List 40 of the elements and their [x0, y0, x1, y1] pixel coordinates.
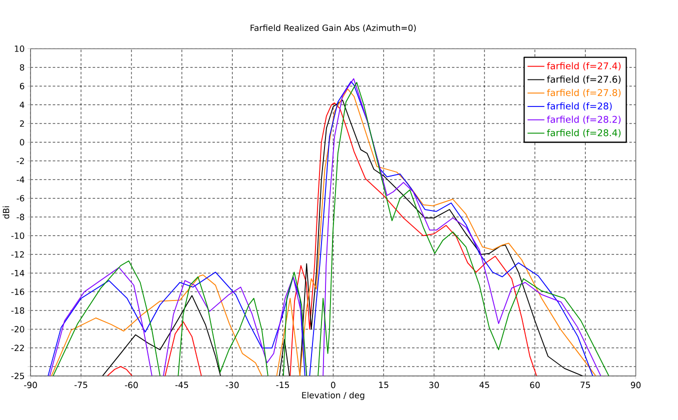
- y-tick-label: 4: [20, 102, 24, 108]
- legend-label: farfield (f=27.4): [547, 62, 621, 71]
- x-tick-label: -30: [226, 382, 239, 388]
- legend-label: farfield (f=28.2): [547, 116, 621, 124]
- y-tick-label: -2: [16, 158, 24, 164]
- y-tick-label: -14: [11, 270, 24, 276]
- x-tick-label: -75: [74, 382, 88, 388]
- y-tick-label: 0: [20, 139, 24, 146]
- y-tick-label: -8: [16, 214, 24, 220]
- x-tick-label: 45: [479, 382, 490, 388]
- y-tick-label: -20: [11, 326, 24, 332]
- x-tick-label: -15: [276, 382, 289, 388]
- y-tick-label: -6: [16, 195, 24, 202]
- x-tick-label: -90: [24, 382, 37, 388]
- x-tick-label: -60: [124, 382, 138, 388]
- chart-title: Farfield Realized Gain Abs (Azimuth=0): [250, 24, 416, 32]
- y-tick-label: 8: [20, 64, 24, 71]
- y-tick-label: -16: [11, 288, 24, 296]
- x-tick-label: -45: [175, 382, 188, 388]
- y-tick-label: 10: [14, 46, 24, 52]
- x-tick-label: 0: [331, 382, 336, 388]
- y-tick-label: -25: [11, 372, 24, 380]
- y-tick-label: -12: [11, 251, 24, 258]
- legend-label: farfield (f=28): [547, 102, 612, 111]
- y-tick-label: -22: [11, 344, 24, 352]
- x-tick-label: 30: [429, 382, 439, 388]
- x-tick-label: 60: [530, 382, 540, 388]
- legend-label: farfield (f=27.8): [547, 89, 621, 98]
- y-tick-label: -10: [11, 232, 24, 239]
- y-tick-label: -4: [16, 176, 24, 183]
- y-axis-title: dBi: [2, 206, 10, 219]
- x-axis-title: Elevation / deg: [302, 392, 364, 400]
- y-tick-label: -18: [11, 307, 24, 314]
- x-tick-label: 75: [580, 382, 590, 388]
- legend-label: farfield (f=28.4): [547, 129, 621, 138]
- x-tick-label: 15: [379, 382, 388, 388]
- y-tick-label: 2: [20, 120, 24, 127]
- x-tick-label: 90: [630, 382, 641, 388]
- y-tick-label: 6: [20, 82, 24, 90]
- legend-label: farfield (f=27.6): [547, 76, 621, 84]
